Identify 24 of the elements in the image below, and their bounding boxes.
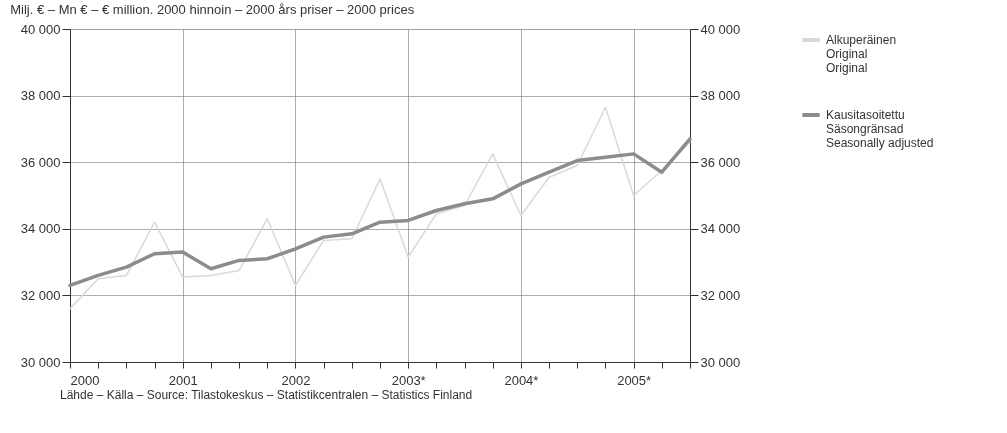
y-tick-label: 38 000 (20, 88, 61, 104)
x-tick-label: 2005* (617, 372, 652, 388)
legend-label: Alkuperäinen Original Original (826, 33, 897, 75)
y2-tick-label: 34 000 (700, 221, 741, 237)
y-tick-label: 30 000 (20, 354, 61, 370)
x-tick-label: 2004* (504, 372, 539, 388)
y2-tick-label: 30 000 (700, 354, 741, 370)
y-tick-label: 36 000 (20, 154, 61, 170)
text: Lähde – Källa – Source: Tilastokeskus – Statistikcentralen – Statistics Finland (60, 388, 473, 402)
x-tick-label: 2001 (168, 372, 198, 388)
y2-tick-label: 40 000 (700, 21, 741, 37)
x-tick-label: 2002 (281, 372, 311, 388)
y2-tick-label: 36 000 (700, 154, 741, 170)
x-tick-label: 2000 (70, 372, 100, 388)
y2-tick-label: 38 000 (700, 88, 741, 104)
y-tick-label: 34 000 (20, 221, 61, 237)
y-tick-label: 32 000 (20, 287, 61, 303)
line-series (69, 106, 691, 310)
chart-title: Milj. € – Mn € – € million. 2000 hinnoin – 2000 års priser – 2000 prices (10, 2, 415, 17)
y2-tick-label: 32 000 (700, 287, 741, 303)
x-tick-label: 2003* (391, 372, 426, 388)
line-series (68, 137, 692, 288)
legend-label: Kausitasoitettu Säsongränsad Seasonally adjusted (826, 108, 934, 150)
y-tick-label: 40 000 (20, 21, 61, 37)
